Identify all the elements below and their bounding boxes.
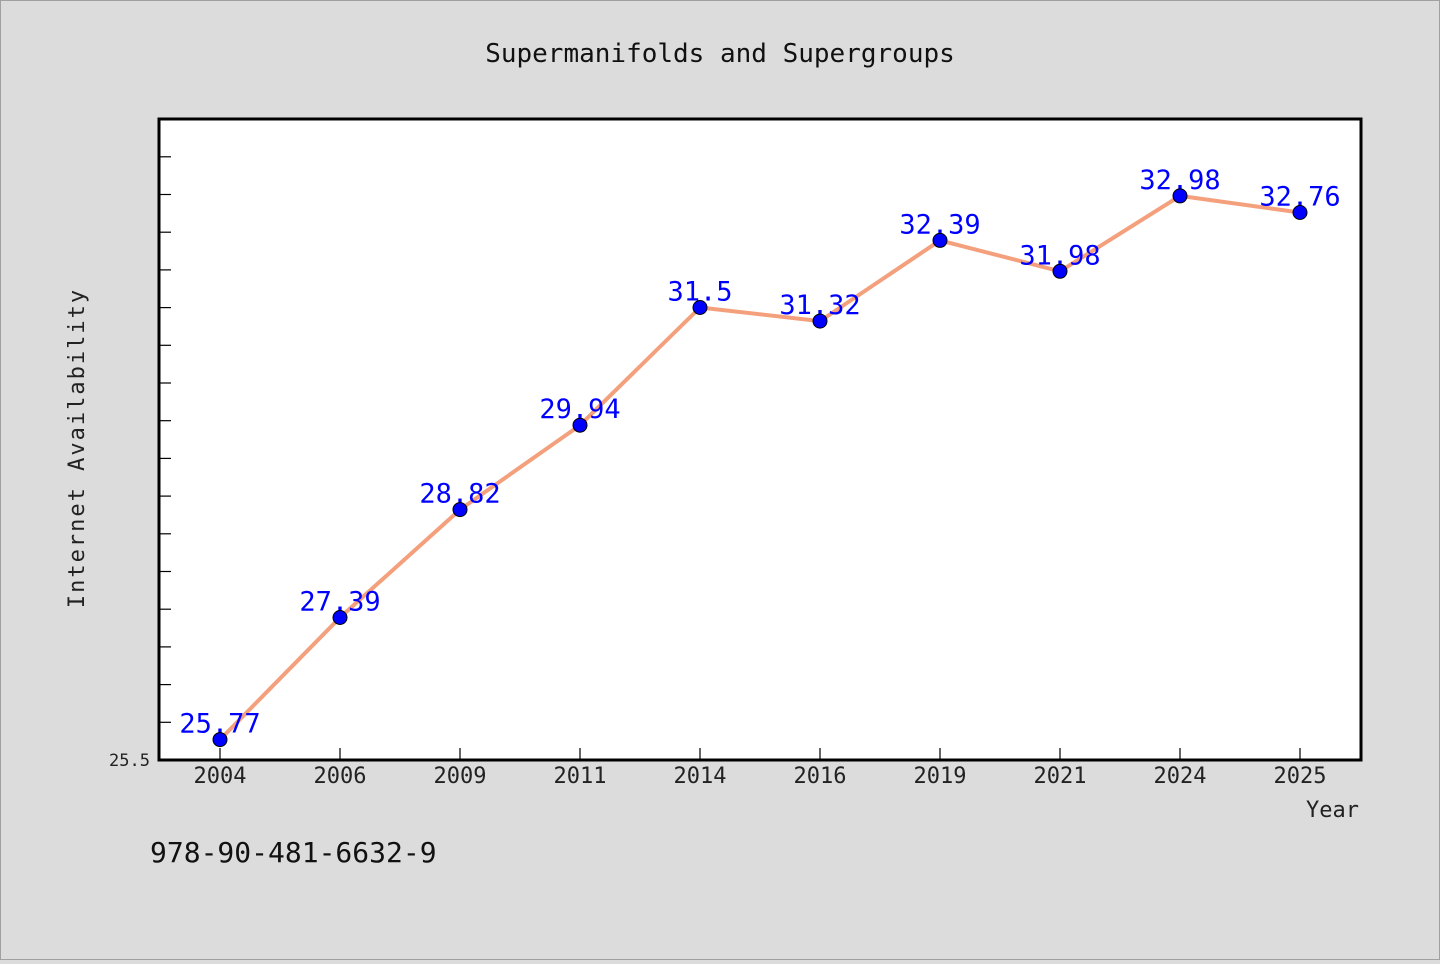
x-tick-label-2004: 2004 bbox=[194, 764, 247, 789]
x-axis-label: Year bbox=[1306, 798, 1359, 823]
x-axis: 2004 2006 2009 2011 2014 2016 2019 2021 2024 2025 bbox=[194, 748, 1327, 789]
x-tick-label-2016: 2016 bbox=[794, 764, 847, 789]
data-point-6 bbox=[932, 232, 948, 248]
isbn-text: 978-90-481-6632-9 bbox=[150, 836, 437, 869]
data-point-1 bbox=[332, 610, 348, 625]
x-tick-label-2011: 2011 bbox=[554, 764, 607, 789]
x-tick-label-2019: 2019 bbox=[914, 764, 967, 789]
data-point-9 bbox=[1292, 205, 1308, 220]
data-point-8 bbox=[1172, 188, 1188, 204]
data-point-4 bbox=[692, 300, 708, 315]
chart-title: Supermanifolds and Supergroups bbox=[485, 39, 955, 69]
plot-area bbox=[157, 117, 1363, 762]
data-point-5 bbox=[812, 313, 828, 329]
series-line-0 bbox=[218, 193, 1302, 742]
x-tick-label-2006: 2006 bbox=[314, 764, 367, 789]
x-tick-label-2021: 2021 bbox=[1034, 764, 1087, 789]
data-point-3 bbox=[572, 417, 588, 433]
y-tick-label: 25.5 bbox=[109, 751, 150, 771]
y-axis-ticks bbox=[159, 156, 171, 723]
data-point-0 bbox=[212, 732, 228, 748]
data-point-2 bbox=[452, 502, 468, 518]
x-tick-label-2014: 2014 bbox=[674, 764, 727, 789]
x-tick-label-2024: 2024 bbox=[1154, 764, 1207, 789]
data-point-7 bbox=[1052, 263, 1068, 279]
y-axis-label: Internet Availability bbox=[65, 288, 90, 608]
x-tick-label-2009: 2009 bbox=[434, 764, 487, 789]
x-tick-label-2025: 2025 bbox=[1274, 764, 1327, 789]
